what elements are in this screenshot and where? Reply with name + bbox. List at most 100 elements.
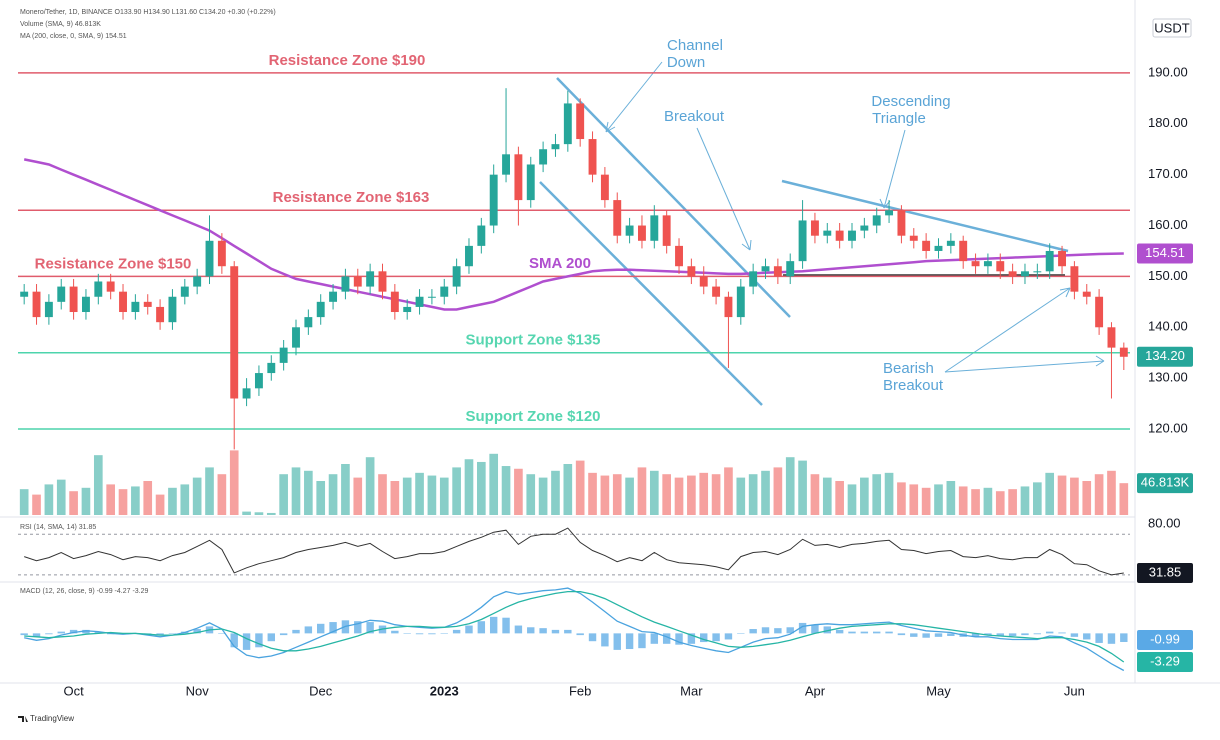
candle-body — [749, 271, 758, 287]
macd-hist — [860, 631, 869, 634]
volume-bar — [217, 474, 227, 515]
volume-bar — [674, 477, 684, 515]
volume-bar — [1033, 482, 1042, 515]
volume-bar — [835, 481, 844, 515]
candle-body — [242, 388, 251, 399]
candle-body — [143, 301, 152, 307]
y-tick-label: 190.00 — [1148, 64, 1188, 79]
arrow — [605, 61, 663, 133]
macd-hist — [798, 622, 807, 634]
macd-hist — [737, 633, 745, 634]
macd-hist — [317, 623, 325, 634]
macd-hist — [279, 633, 288, 636]
volume-bar — [736, 477, 746, 515]
volume-bar — [1020, 486, 1030, 515]
y-tick-label: 180.00 — [1148, 115, 1188, 130]
y-tick-label: 130.00 — [1148, 370, 1188, 385]
candle-body — [848, 230, 856, 241]
candle-body — [193, 276, 202, 287]
volume-bar — [390, 481, 400, 515]
x-tick-label: Mar — [680, 683, 703, 698]
candle-body — [1070, 266, 1079, 292]
candle-body — [996, 261, 1005, 272]
macd-hist — [428, 633, 436, 635]
macd-hist — [156, 633, 164, 636]
candle-body — [761, 266, 770, 272]
volume-bar — [32, 494, 41, 515]
unit-box — [1152, 18, 1192, 38]
volume-bar — [551, 470, 560, 515]
annotation: Bearish — [883, 360, 934, 377]
macd-hist — [848, 631, 856, 634]
candle-body — [946, 240, 955, 246]
macd-hist — [1083, 633, 1091, 640]
candle-body — [279, 347, 288, 363]
annotation: Breakout — [883, 377, 944, 394]
candle-body — [502, 154, 510, 175]
signal-line — [24, 590, 1125, 663]
volume-bar — [1094, 474, 1104, 515]
macd-hist — [32, 633, 41, 637]
volume-bar — [291, 467, 301, 515]
candle-body — [1107, 327, 1116, 348]
candle-body — [1008, 271, 1017, 277]
y-tick-label: 120.00 — [1148, 420, 1188, 435]
volume-bar — [798, 460, 807, 515]
macd-hist — [724, 633, 733, 640]
hist-tag: -0.99 — [1150, 631, 1180, 646]
macd-hist — [354, 621, 362, 634]
candle-body — [675, 245, 683, 267]
macd-hist — [638, 633, 646, 649]
candle-body — [835, 230, 844, 241]
candle-body — [366, 271, 375, 287]
candle-body — [823, 230, 832, 236]
candle-body — [662, 215, 671, 246]
volume-bar — [1119, 483, 1129, 515]
volume-bar — [341, 464, 350, 515]
macd-hist — [82, 629, 90, 634]
volume-bar — [477, 461, 486, 515]
volume-bar — [180, 484, 190, 515]
macd-hist — [218, 633, 226, 634]
candle-body — [403, 306, 412, 313]
candle-body — [69, 286, 78, 313]
macd-hist — [601, 633, 609, 647]
candle-body — [32, 291, 41, 318]
macd-hist — [1021, 633, 1029, 636]
macd-hist — [403, 633, 411, 634]
candle-body — [588, 139, 597, 175]
arrow — [944, 355, 1105, 373]
signal-tag: -3.29 — [1150, 653, 1180, 668]
volume-bar — [514, 468, 523, 515]
signal-tag-box — [1137, 651, 1193, 672]
macd-hist — [1070, 633, 1079, 637]
volume-bar — [872, 474, 882, 515]
rsi-line — [24, 527, 1124, 576]
rsi-tag-box — [1137, 563, 1193, 584]
macd-hist — [984, 633, 992, 636]
macd-hist — [774, 628, 782, 634]
macd-hist — [947, 633, 955, 636]
macd-hist — [527, 627, 535, 634]
volume-bar — [958, 486, 968, 515]
volume-bar — [612, 474, 622, 515]
rsi-tick-label: 80.00 — [1148, 516, 1181, 531]
candle-body — [971, 261, 980, 267]
candle-body — [254, 373, 263, 389]
candle-body — [465, 245, 473, 267]
candle-body — [292, 327, 300, 348]
volume-bar — [266, 512, 276, 515]
x-tick-label: May — [926, 683, 951, 698]
volume-bar — [785, 457, 795, 515]
volume-bar — [427, 475, 437, 515]
volume-bar — [897, 482, 906, 515]
sma-line — [23, 158, 1124, 311]
annotation: Descending — [871, 93, 950, 110]
candle-body — [576, 103, 585, 140]
macd-hist — [1058, 632, 1066, 634]
candle-body — [650, 215, 659, 241]
macd-hist — [489, 616, 498, 634]
volume-tag: 46.813K — [1141, 475, 1190, 490]
macd-hist — [415, 633, 424, 635]
